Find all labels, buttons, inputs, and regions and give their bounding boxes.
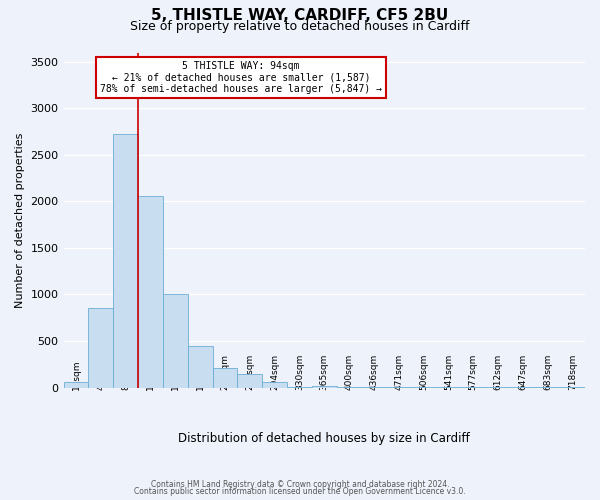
Bar (163, 294, 188, 388)
Bar (138, 196, 163, 388)
Bar (212, 368, 238, 388)
Bar (262, 382, 287, 388)
Bar (113, 134, 138, 388)
Bar (238, 374, 262, 388)
Text: Contains HM Land Registry data © Crown copyright and database right 2024.: Contains HM Land Registry data © Crown c… (151, 480, 449, 489)
Text: 5 THISTLE WAY: 94sqm
← 21% of detached houses are smaller (1,587)
78% of semi-de: 5 THISTLE WAY: 94sqm ← 21% of detached h… (100, 61, 382, 94)
Bar (64, 382, 88, 388)
Y-axis label: Number of detached properties: Number of detached properties (15, 132, 25, 308)
Text: 5, THISTLE WAY, CARDIFF, CF5 2BU: 5, THISTLE WAY, CARDIFF, CF5 2BU (151, 8, 449, 22)
Bar (88, 308, 113, 388)
Bar (312, 386, 337, 388)
X-axis label: Distribution of detached houses by size in Cardiff: Distribution of detached houses by size … (178, 432, 470, 445)
Text: Size of property relative to detached houses in Cardiff: Size of property relative to detached ho… (130, 20, 470, 33)
Bar (337, 386, 362, 388)
Text: Contains public sector information licensed under the Open Government Licence v3: Contains public sector information licen… (134, 487, 466, 496)
Bar (287, 386, 312, 388)
Bar (188, 346, 212, 388)
